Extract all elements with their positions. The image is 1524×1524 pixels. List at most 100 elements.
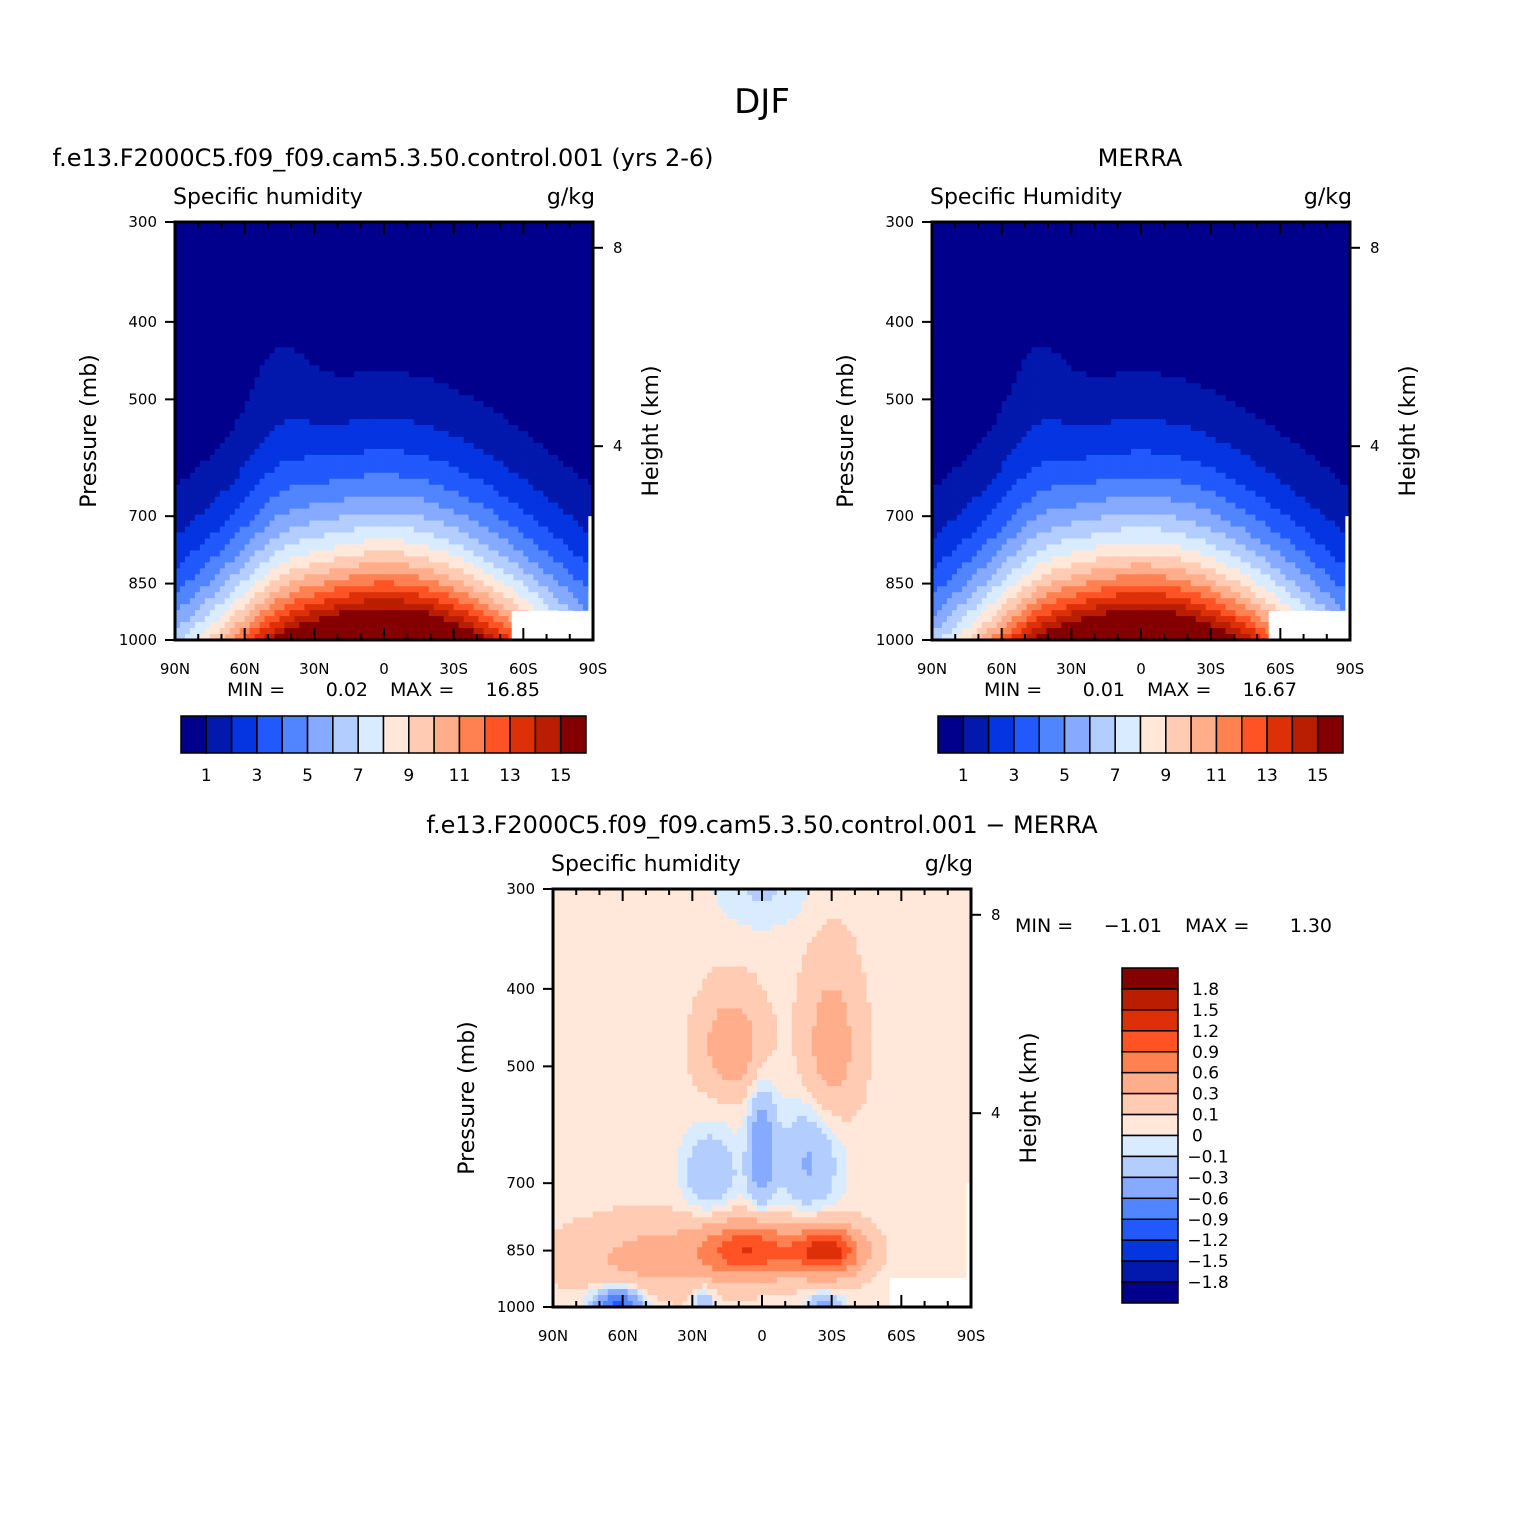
field-cell xyxy=(319,257,325,265)
field-cell xyxy=(374,514,380,522)
field-cell xyxy=(324,436,330,444)
field-cell xyxy=(463,526,470,534)
field-cell xyxy=(279,538,286,546)
field-cell xyxy=(219,341,226,348)
field-cell xyxy=(548,311,554,319)
field-cell xyxy=(194,335,201,343)
field-cell xyxy=(264,556,271,563)
field-cell xyxy=(289,233,296,241)
field-cell xyxy=(339,442,345,450)
field-cell xyxy=(219,544,226,552)
field-cell xyxy=(443,257,450,265)
field-cell xyxy=(214,323,221,331)
field-cell xyxy=(284,395,291,402)
field-cell xyxy=(408,520,415,528)
field-cell xyxy=(269,502,276,510)
field-cell xyxy=(548,275,554,283)
field-cell xyxy=(175,317,181,325)
field-cell xyxy=(319,323,325,331)
field-cell xyxy=(508,281,514,289)
field-cell xyxy=(588,257,593,265)
field-cell xyxy=(563,401,569,408)
field-cell xyxy=(538,532,544,540)
field-cell xyxy=(578,347,584,354)
field-cell xyxy=(428,257,435,265)
field-cell xyxy=(503,269,510,277)
field-cell xyxy=(319,311,325,319)
field-cell xyxy=(304,329,310,337)
field-cell xyxy=(175,431,181,438)
field-cell xyxy=(513,502,519,510)
field-cell xyxy=(538,478,544,486)
field-cell xyxy=(314,371,320,378)
field-cell xyxy=(294,544,301,552)
field-cell xyxy=(403,389,410,396)
field-cell xyxy=(289,299,296,307)
field-cell xyxy=(184,472,191,480)
field-cell xyxy=(294,281,301,289)
field-cell xyxy=(463,448,470,456)
field-cell xyxy=(219,436,226,444)
field-cell xyxy=(314,299,320,307)
field-cell xyxy=(428,460,435,468)
field-cell xyxy=(553,299,559,307)
field-cell xyxy=(453,245,460,253)
field-cell xyxy=(438,293,445,301)
field-cell xyxy=(543,425,549,432)
field-cell xyxy=(274,317,281,325)
field-cell xyxy=(314,574,320,581)
field-cell xyxy=(568,442,574,450)
field-cell xyxy=(319,227,325,235)
field-cell xyxy=(314,431,320,438)
field-cell xyxy=(294,562,301,569)
field-cell xyxy=(488,431,495,438)
field-cell xyxy=(309,293,315,301)
field-cell xyxy=(433,407,440,414)
field-cell xyxy=(319,371,325,378)
field-cell xyxy=(508,568,514,575)
field-cell xyxy=(249,293,256,301)
field-cell xyxy=(508,353,514,360)
field-cell xyxy=(473,245,480,253)
field-cell xyxy=(558,454,564,462)
field-cell xyxy=(384,371,390,378)
field-cell xyxy=(448,377,455,384)
field-cell xyxy=(209,574,216,581)
field-cell xyxy=(259,413,266,420)
field-cell xyxy=(354,335,360,343)
field-cell xyxy=(578,407,584,414)
field-cell xyxy=(433,269,440,277)
field-cell xyxy=(269,293,276,301)
field-cell xyxy=(508,305,514,313)
field-cell xyxy=(543,526,549,534)
field-cell xyxy=(209,365,216,372)
field-cell xyxy=(428,251,435,259)
field-cell xyxy=(294,222,301,229)
field-cell xyxy=(179,562,186,569)
field-cell xyxy=(443,335,450,343)
field-cell xyxy=(568,556,574,563)
field-cell xyxy=(224,371,231,378)
field-cell xyxy=(254,233,261,241)
field-cell xyxy=(309,556,315,563)
field-cell xyxy=(468,263,475,271)
field-cell xyxy=(458,377,465,384)
field-cell xyxy=(374,293,380,301)
field-cell xyxy=(423,502,430,510)
field-cell xyxy=(573,508,579,516)
field-cell xyxy=(229,347,236,354)
field-cell xyxy=(344,514,350,522)
field-cell xyxy=(264,401,271,408)
field-cell xyxy=(374,568,380,575)
field-cell xyxy=(329,562,335,569)
field-cell xyxy=(229,466,236,474)
field-cell xyxy=(393,562,400,569)
field-cell xyxy=(503,251,510,259)
field-cell xyxy=(513,478,519,486)
field-cell xyxy=(244,550,251,557)
field-cell xyxy=(339,383,345,390)
field-cell xyxy=(339,419,345,426)
field-cell xyxy=(175,269,181,277)
field-cell xyxy=(239,317,246,325)
field-cell xyxy=(175,383,181,390)
